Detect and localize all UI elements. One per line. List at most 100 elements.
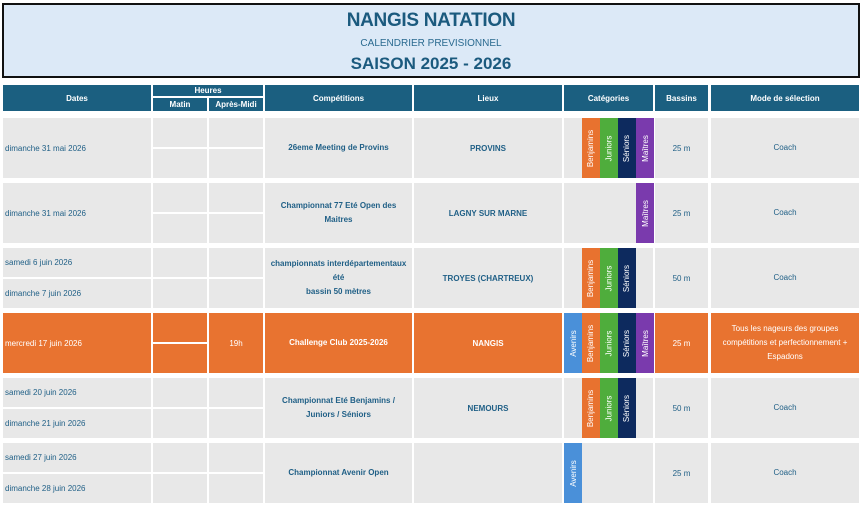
competition-cell: 26eme Meeting de Provins [265,118,412,178]
date-cell: samedi 20 juin 2026 [3,378,151,407]
category-label: Séniors [622,264,632,292]
apres-midi-cell [209,118,263,147]
lieu-cell: LAGNY SUR MARNE [414,183,562,243]
col-header-bassins: Bassins [655,85,708,111]
bassin-cell: 25 m [655,183,708,243]
category-label: Maîtres [640,329,650,357]
mode-cell: Coach [711,443,859,503]
date-cell: mercredi 17 juin 2026 [3,313,151,373]
bassin-cell: 50 m [655,378,708,438]
category-label: Maîtres [640,134,650,162]
mode-cell: Coach [711,118,859,178]
matin-cell [153,279,207,308]
category-label: Maîtres [640,199,650,227]
lieu-cell: PROVINS [414,118,562,178]
bassin-cell: 25 m [655,118,708,178]
page-title: NANGIS NATATION [346,10,516,31]
category-badge-4: Maîtres [636,183,654,243]
category-label: Benjamins [586,129,596,167]
category-badge-1: Benjamins [582,313,600,373]
lieu-cell: NEMOURS [414,378,562,438]
category-badge-4: Maîtres [636,313,654,373]
page-subtitle: CALENDRIER PREVISIONNEL [360,38,502,49]
season-label: SAISON 2025 - 2026 [350,54,512,73]
date-cell: samedi 6 juin 2026 [3,248,151,277]
table-row: mercredi 17 juin 2026 19h Challenge Club 2… [0,313,862,373]
bassin-cell: 50 m [655,248,708,308]
category-badge-1: Benjamins [582,248,600,308]
matin-cell [153,344,207,373]
lieu-cell [414,443,562,503]
competition-cell: Challenge Club 2025-2026 [265,313,412,373]
col-header-matin: Matin [153,98,207,111]
mode-cell: Coach [711,378,859,438]
category-badge-2: Juniors [600,378,618,438]
category-label: Juniors [604,135,614,161]
competition-cell: Championnat 77 Eté Open des Maitres [265,183,412,243]
category-badge-2: Juniors [600,118,618,178]
col-header-lieux: Lieux [414,85,562,111]
matin-cell [153,313,207,342]
date-cell: dimanche 7 juin 2026 [3,279,151,308]
category-badge-1: Benjamins [582,118,600,178]
category-badge-4: Maîtres [636,118,654,178]
category-label: Séniors [622,329,632,357]
competition-cell: Championnat Avenir Open [265,443,412,503]
matin-cell [153,183,207,212]
category-badge-1: Benjamins [582,378,600,438]
mode-cell: Tous les nageurs des groupes compétition… [711,313,859,373]
date-cell: samedi 27 juin 2026 [3,443,151,472]
apres-midi-cell [209,248,263,277]
date-cell: dimanche 28 juin 2026 [3,474,151,503]
col-header-mode: Mode de sélection [711,85,859,111]
date-cell: dimanche 31 mai 2026 [3,183,151,243]
matin-cell [153,214,207,243]
mode-cell: Coach [711,183,859,243]
matin-cell [153,443,207,472]
bassin-cell: 25 m [655,443,708,503]
category-badge-2: Juniors [600,248,618,308]
table-row: samedi 27 juin 2026 dimanche 28 juin 2026… [0,443,862,503]
category-badge-3: Séniors [618,118,636,178]
col-header-heures: Heures [153,85,263,96]
matin-cell [153,378,207,407]
matin-cell [153,474,207,503]
col-header-dates: Dates [3,85,151,111]
category-label: Benjamins [586,324,596,362]
bassin-cell: 25 m [655,313,708,373]
apres-midi-cell [209,409,263,438]
apres-midi-cell [209,214,263,243]
matin-cell [153,409,207,438]
lieu-cell: TROYES (CHARTREUX) [414,248,562,308]
col-header-competitions: Compétitions [265,85,412,111]
apres-midi-cell [209,474,263,503]
category-badge-3: Séniors [618,313,636,373]
matin-cell [153,149,207,178]
category-label: Juniors [604,395,614,421]
mode-cell: Coach [711,248,859,308]
table-row: samedi 6 juin 2026 dimanche 7 juin 2026 ch… [0,248,862,308]
date-cell: dimanche 21 juin 2026 [3,409,151,438]
title-banner: NANGIS NATATION CALENDRIER PREVISIONNEL … [2,3,860,78]
apres-midi-cell [209,378,263,407]
col-header-apres-midi: Après-Midi [209,98,263,111]
category-label: Avenirs [568,459,578,487]
table-row: dimanche 31 mai 2026 26eme Meeting de Pro… [0,118,862,178]
matin-cell [153,248,207,277]
category-label: Avenirs [568,329,578,357]
apres-midi-cell [209,443,263,472]
col-header-categories: Catégories [564,85,653,111]
category-badge-2: Juniors [600,313,618,373]
category-badge-3: Séniors [618,248,636,308]
category-label: Juniors [604,330,614,356]
table-row: samedi 20 juin 2026 dimanche 21 juin 2026… [0,378,862,438]
lieu-cell: NANGIS [414,313,562,373]
competition-cell: championnats interdépartementaux été bas… [265,248,412,308]
date-cell: dimanche 31 mai 2026 [3,118,151,178]
apres-midi-cell [209,183,263,212]
matin-cell [153,118,207,147]
competition-cell: Championnat Eté Benjamins / Juniors / Sé… [265,378,412,438]
apres-midi-cell: 19h [209,313,263,373]
category-label: Juniors [604,265,614,291]
category-label: Benjamins [586,389,596,427]
